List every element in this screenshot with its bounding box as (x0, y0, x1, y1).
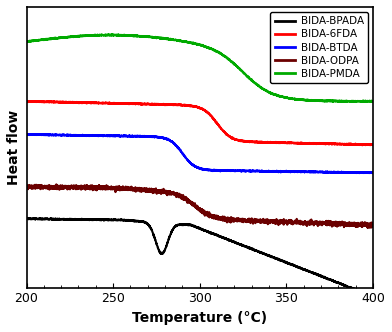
BIDA-BTDA (371, 171, 376, 175)
Y-axis label: Heat flow: Heat flow (7, 110, 21, 185)
BIDA-PMDA (327, 99, 331, 103)
BIDA-BPADA (157, 250, 162, 254)
X-axis label: Temperature (°C): Temperature (°C) (132, 311, 267, 325)
BIDA-PMDA (64, 36, 68, 40)
BIDA-PMDA (172, 38, 177, 42)
BIDA-BPADA (327, 277, 331, 281)
BIDA-6FDA (364, 143, 369, 147)
BIDA-BTDA (64, 133, 69, 137)
BIDA-PMDA (106, 32, 111, 36)
BIDA-PMDA (157, 36, 162, 40)
BIDA-PMDA (364, 100, 369, 104)
BIDA-ODPA (365, 226, 370, 230)
BIDA-6FDA (327, 142, 331, 146)
BIDA-ODPA (371, 224, 376, 228)
BIDA-ODPA (172, 192, 177, 196)
BIDA-BPADA (24, 216, 29, 220)
Line: BIDA-BTDA: BIDA-BTDA (27, 134, 373, 173)
BIDA-6FDA (24, 100, 29, 104)
BIDA-ODPA (327, 221, 331, 225)
BIDA-BPADA (48, 216, 53, 220)
BIDA-6FDA (172, 103, 177, 107)
Line: BIDA-6FDA: BIDA-6FDA (27, 101, 373, 145)
BIDA-BTDA (327, 170, 331, 174)
BIDA-BPADA (370, 295, 375, 299)
BIDA-BPADA (172, 225, 177, 229)
BIDA-BPADA (64, 217, 69, 221)
BIDA-ODPA (54, 182, 59, 186)
Line: BIDA-PMDA: BIDA-PMDA (27, 34, 373, 102)
BIDA-BPADA (84, 217, 89, 221)
BIDA-ODPA (157, 190, 162, 194)
BIDA-BTDA (364, 170, 369, 174)
BIDA-BTDA (157, 135, 162, 139)
BIDA-6FDA (64, 100, 69, 104)
BIDA-ODPA (84, 183, 89, 187)
BIDA-6FDA (371, 143, 376, 147)
BIDA-ODPA (364, 222, 369, 226)
BIDA-BTDA (24, 133, 29, 137)
BIDA-6FDA (157, 102, 162, 106)
BIDA-BTDA (370, 171, 375, 175)
BIDA-BPADA (364, 292, 369, 296)
BIDA-PMDA (362, 100, 367, 104)
BIDA-BTDA (27, 132, 31, 136)
BIDA-6FDA (360, 143, 365, 147)
BIDA-6FDA (24, 99, 29, 103)
Line: BIDA-ODPA: BIDA-ODPA (27, 184, 373, 228)
BIDA-BTDA (172, 141, 177, 145)
BIDA-PMDA (371, 99, 376, 103)
BIDA-PMDA (24, 40, 29, 43)
Legend: BIDA-BPADA, BIDA-6FDA, BIDA-BTDA, BIDA-ODPA, BIDA-PMDA: BIDA-BPADA, BIDA-6FDA, BIDA-BTDA, BIDA-O… (270, 12, 368, 83)
Line: BIDA-BPADA: BIDA-BPADA (27, 218, 373, 297)
BIDA-ODPA (64, 185, 69, 189)
BIDA-PMDA (84, 34, 89, 38)
BIDA-BTDA (84, 133, 89, 137)
BIDA-6FDA (84, 101, 89, 105)
BIDA-BPADA (371, 294, 376, 298)
BIDA-ODPA (24, 184, 29, 188)
